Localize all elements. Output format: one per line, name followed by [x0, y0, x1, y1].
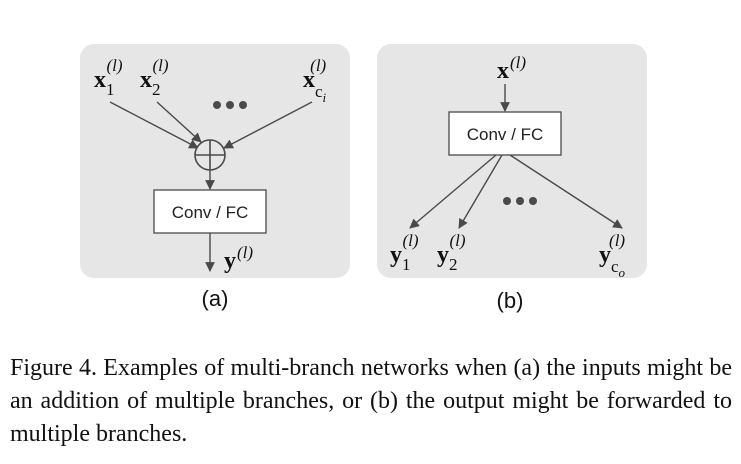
panel-b-background: [377, 44, 647, 278]
edge-box-to-y1: [409, 154, 497, 229]
edge-box-to-yco: [509, 154, 623, 229]
output-y2-label: y2(l): [437, 231, 466, 274]
input-x2-label: x2(l): [140, 56, 169, 99]
output-y1-label: y1(l): [390, 231, 419, 274]
panel-b-label: (b): [497, 288, 524, 313]
panel-a: x1(l) x2(l) xci(l) Conv / FC y(l) (a): [80, 44, 350, 311]
ellipsis-dot: [503, 197, 511, 205]
figure-caption: Figure 4. Examples of multi-branch netwo…: [10, 355, 732, 447]
conv-fc-box-b: [448, 111, 562, 156]
panel-a-label: (a): [202, 286, 229, 311]
sum-node-icon: [194, 139, 226, 171]
input-x1-label: x1(l): [94, 56, 123, 99]
input-x-label: x(l): [497, 53, 526, 84]
output-y-label: y(l): [224, 243, 253, 274]
figure-diagram: x1(l) x2(l) xci(l) Conv / FC y(l) (a) x(…: [80, 44, 647, 313]
ellipsis-dot: [213, 101, 221, 109]
ellipsis-dot: [226, 101, 234, 109]
edge-x2-to-sum: [156, 101, 202, 143]
ellipsis-dot: [516, 197, 524, 205]
ellipsis-dot: [529, 197, 537, 205]
ellipsis-dot: [239, 101, 247, 109]
conv-fc-label-b: Conv / FC: [467, 125, 544, 144]
edge-box-to-y2: [458, 154, 503, 229]
conv-fc-label-a: Conv / FC: [172, 203, 249, 222]
output-yco-label: yco(l): [599, 231, 626, 280]
panel-b: x(l) Conv / FC y1(l) y2(l) yco(l) (b): [377, 44, 647, 313]
edge-x1-to-sum: [109, 101, 199, 149]
input-xci-label: xci(l): [303, 56, 327, 105]
edge-xci-to-sum: [223, 101, 313, 149]
